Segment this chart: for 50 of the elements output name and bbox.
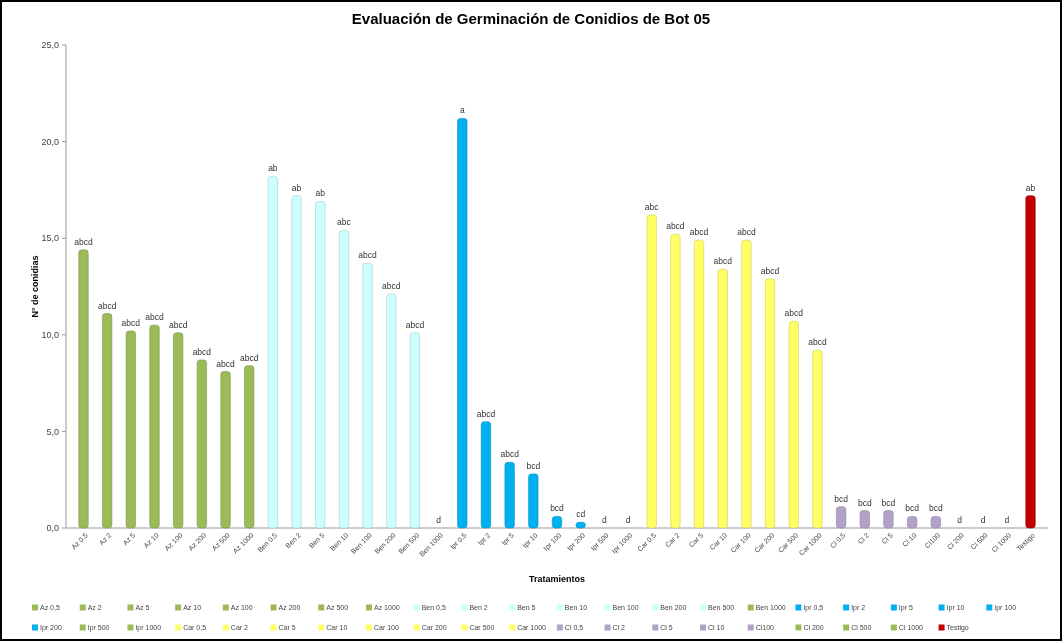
annotation: abcd xyxy=(784,308,804,319)
annotation: abcd xyxy=(97,300,117,311)
annotation: d xyxy=(625,515,631,525)
y-tick-label: 15,0 xyxy=(41,233,59,244)
annotation: abcd xyxy=(737,227,756,238)
annotation: d xyxy=(1004,515,1010,525)
annotation: a xyxy=(459,105,465,116)
annotation: cd xyxy=(576,509,586,520)
y-tick-label: 5,0 xyxy=(46,426,59,437)
y-tick-label: 25,0 xyxy=(41,40,59,51)
annotation: abcd xyxy=(666,221,685,232)
annotation: abcd xyxy=(689,227,709,238)
annotation: abcd xyxy=(121,317,141,328)
annotation: ab xyxy=(291,182,302,193)
x-axis-title: Tratamientos xyxy=(528,574,586,584)
annotation: abcd xyxy=(476,408,496,419)
annotation: abcd xyxy=(192,346,212,357)
annotation: abc xyxy=(644,202,660,213)
annotation: abcd xyxy=(74,236,93,247)
annotation: abcd xyxy=(405,319,425,330)
annotation: bcd xyxy=(881,497,896,508)
annotation: abcd xyxy=(382,281,401,292)
y-tick-label: 0,0 xyxy=(46,523,59,534)
annotation: abc xyxy=(337,217,352,228)
annotation: bcd xyxy=(857,497,872,508)
annotation: abcd xyxy=(358,250,378,261)
annotation: bcd xyxy=(834,493,849,504)
y-tick-label: 20,0 xyxy=(41,136,59,147)
annotation: bcd xyxy=(526,460,541,471)
chart-title: Evaluación de Germinación de Conidios de Bot 05 xyxy=(351,10,711,27)
annotation: bcd xyxy=(550,503,565,514)
annotation: abcd xyxy=(239,352,259,363)
annotation: ab xyxy=(268,163,278,174)
annotation: abcd xyxy=(808,337,827,348)
annotation: ab xyxy=(1025,182,1036,193)
annotation: d xyxy=(601,515,607,525)
annotation: abcd xyxy=(168,319,188,330)
annotation: d xyxy=(957,515,963,525)
y-axis-title: N° de conidias xyxy=(30,255,40,318)
annotation: ab xyxy=(315,188,326,199)
annotation: abcd xyxy=(145,312,164,323)
annotation: abcd xyxy=(713,256,733,267)
annotation: abcd xyxy=(216,358,236,369)
annotation: bcd xyxy=(905,503,920,514)
y-tick-label: 10,0 xyxy=(41,329,59,340)
annotation: d xyxy=(436,515,442,525)
annotation: abcd xyxy=(760,265,780,276)
annotation: abcd xyxy=(500,449,520,460)
annotation: bcd xyxy=(928,503,943,514)
annotation: d xyxy=(980,515,986,525)
